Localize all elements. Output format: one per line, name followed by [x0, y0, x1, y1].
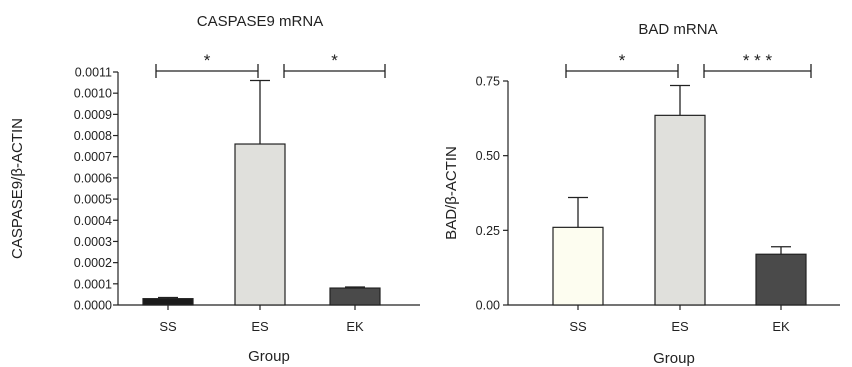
y-tick-label: 0.0010 [74, 87, 112, 101]
x-tick-label: SS [159, 319, 177, 334]
y-tick-label: 0.25 [476, 224, 500, 238]
x-axis-label: Group [248, 348, 290, 365]
y-tick-label: 0.0004 [74, 214, 112, 228]
x-tick-label: ES [251, 319, 269, 334]
caspase9-chart: CASPASE9 mRNA CASPASE9/β-ACTIN Group 0.0000… [9, 13, 420, 365]
y-tick-label: 0.50 [476, 149, 500, 163]
significance-label: * * * [743, 51, 773, 70]
significance-label: * [619, 51, 626, 70]
bar-ek [755, 253, 807, 306]
x-axis-label: Group [653, 350, 695, 367]
significance-label: * [204, 51, 211, 70]
y-axis-label: BAD/β-ACTIN [443, 146, 460, 240]
y-tick-label: 0.0003 [74, 235, 112, 249]
y-tick-label: 0.0001 [74, 277, 112, 291]
significance-label: * [331, 51, 338, 70]
bar-ss [552, 226, 604, 306]
bar-ss [142, 298, 194, 306]
bar-ek [329, 287, 381, 306]
chart-title: BAD mRNA [638, 21, 717, 38]
x-tick-label: SS [569, 319, 587, 334]
x-tick-label: EK [346, 319, 364, 334]
chart-title: CASPASE9 mRNA [197, 13, 323, 30]
x-tick-label: EK [772, 319, 790, 334]
y-tick-label: 0.00 [476, 299, 500, 313]
y-tick-label: 0.0005 [74, 193, 112, 207]
x-tick-label: ES [671, 319, 689, 334]
y-axis-label: CASPASE9/β-ACTIN [9, 118, 26, 259]
y-tick-label: 0.0006 [74, 171, 112, 185]
bad-chart: BAD mRNA BAD/β-ACTIN Group 0.00 0.25 0.50 0.75… [443, 21, 840, 367]
y-tick-label: 0.0009 [74, 108, 112, 122]
y-tick-label: 0.0008 [74, 129, 112, 143]
y-tick-label: 0.0011 [75, 66, 112, 80]
bar-es [654, 114, 706, 306]
y-tick-label: 0.75 [476, 75, 500, 89]
y-tick-label: 0.0000 [74, 299, 112, 313]
y-tick-label: 0.0007 [74, 150, 112, 164]
y-tick-label: 0.0002 [74, 256, 112, 270]
bar-es [234, 143, 286, 306]
